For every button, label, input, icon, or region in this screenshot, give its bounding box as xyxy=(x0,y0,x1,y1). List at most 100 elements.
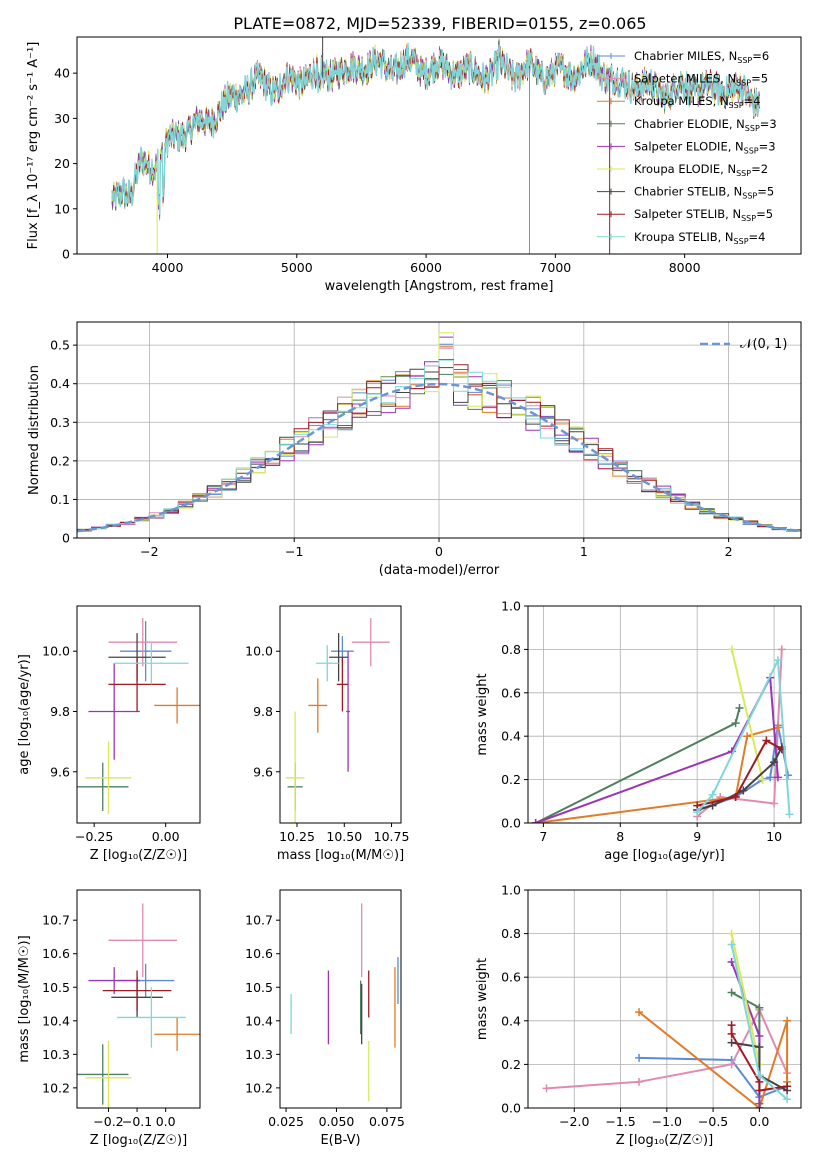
weight-line-cMILES xyxy=(639,1056,788,1099)
legend-count: =5 xyxy=(751,72,768,86)
legend-entry: Kroupa STELIB, NSSP=4 xyxy=(597,230,765,246)
y-tick-label: 10.2 xyxy=(42,1080,70,1095)
weight-marker xyxy=(708,790,717,799)
x-tick-label: 0.025 xyxy=(268,1114,304,1129)
weight-line-kSTELIB xyxy=(696,656,791,815)
x-tick-label: 10.75 xyxy=(374,829,410,844)
y-axis-label: mass weight xyxy=(475,958,490,1040)
legend-entry: Kroupa ELODIE, NSSP=2 xyxy=(597,162,768,178)
errorbar-sSTELIB xyxy=(102,970,172,1011)
y-tick-label: 10.7 xyxy=(42,913,70,928)
legend-count: =3 xyxy=(760,117,777,131)
y-tick-label: 10.6 xyxy=(42,946,70,961)
weight-marker xyxy=(755,1086,764,1095)
y-tick-label: 10.0 xyxy=(245,644,273,659)
x-tick-label: −0.1 xyxy=(122,1114,152,1129)
y-tick-label: 40 xyxy=(54,66,70,81)
x-tick-label: 6000 xyxy=(410,260,442,275)
weight-line-kMILES xyxy=(638,1011,789,1108)
axes-frame xyxy=(527,605,802,824)
x-tick-label: 2 xyxy=(725,544,733,559)
y-tick-label: 0.6 xyxy=(501,970,521,985)
errorbar-kSTELIB xyxy=(315,645,339,682)
x-axis-label: age [log₁₀(age/yr)] xyxy=(604,848,725,863)
plot-area-mass_vs_ebv xyxy=(290,903,399,1102)
y-tick-label: 9.6 xyxy=(253,764,273,779)
y-axis-label: mass [log₁₀(M/M☉)] xyxy=(17,935,32,1062)
legend-name: Salpeter MILES, N xyxy=(634,72,736,86)
y-tick-label: 10.7 xyxy=(245,913,273,928)
y-tick-label: 0.0 xyxy=(501,1101,521,1116)
y-axis-label: Flux [f_λ 10⁻¹⁷ erg cm⁻² s⁻¹ A⁻¹] xyxy=(26,42,41,250)
legend-subscript: SSP xyxy=(737,56,752,65)
x-axis-label: Z [log₁₀(Z/Z☉)] xyxy=(616,1133,713,1148)
weight-marker xyxy=(770,758,779,767)
x-tick-label: −2.0 xyxy=(559,1114,589,1129)
errorbar-sMILES xyxy=(108,618,178,667)
errorbar-sMILES xyxy=(108,903,178,978)
legend-name: Chabrier STELIB, N xyxy=(634,185,742,199)
x-tick-label: −0.25 xyxy=(75,829,113,844)
x-tick-label: 0.0 xyxy=(156,1114,176,1129)
panel-weight_vs_age: 7 8 9 10 0.0 0.2 0.4 0.6 0.8 1.0 age [log₁₀(age/yr… xyxy=(475,599,802,863)
panel-age_vs_mass: 10.25 10.50 10.75 9.6 9.8 10.0 mass [log₁₀(M/M… xyxy=(245,605,410,863)
figure-title: PLATE=0872, MJD=52339, FIBERID=0155, z=0… xyxy=(233,14,646,33)
legend-name: Kroupa STELIB, N xyxy=(634,230,734,244)
y-tick-label: 30 xyxy=(54,111,70,126)
x-tick-label: −0.2 xyxy=(93,1114,123,1129)
weight-line-kELODIE xyxy=(730,933,761,1065)
legend-entry: Salpeter STELIB, NSSP=5 xyxy=(597,207,773,223)
legend-label: Salpeter MILES, NSSP=5 xyxy=(634,72,768,88)
plot-area-residuals xyxy=(77,332,801,534)
legend-label: 𝒩(0, 1) xyxy=(740,337,787,352)
legend-entry: Chabrier STELIB, NSSP=5 xyxy=(597,185,774,201)
legend-name: Kroupa MILES, N xyxy=(634,94,729,108)
axes-frame xyxy=(279,605,402,824)
legend-count: =4 xyxy=(744,94,761,108)
weight-marker xyxy=(727,1038,736,1047)
x-tick-label: 1 xyxy=(580,544,588,559)
x-axis-label: Z [log₁₀(Z/Z☉)] xyxy=(90,848,187,863)
weight-marker xyxy=(735,703,744,712)
errorbar-sELODIE xyxy=(346,651,350,772)
axes-frame xyxy=(527,889,802,1109)
legend-entry: Chabrier MILES, NSSP=6 xyxy=(597,49,769,65)
weight-marker xyxy=(755,1003,764,1012)
y-tick-label: 0.4 xyxy=(501,729,521,744)
x-tick-label: 5000 xyxy=(281,260,313,275)
legend-subscript: SSP xyxy=(736,169,751,178)
errorbar-kMILES xyxy=(154,687,200,724)
axes-frame xyxy=(76,36,802,255)
legend-count: =5 xyxy=(757,185,774,199)
weight-marker xyxy=(770,799,779,808)
weight-marker xyxy=(783,1016,792,1025)
weight-marker xyxy=(766,773,775,782)
x-tick-label: 9 xyxy=(693,829,701,844)
weight-marker xyxy=(727,929,736,938)
legend-name: Chabrier MILES, N xyxy=(634,49,737,63)
x-tick-label: −2 xyxy=(140,544,158,559)
weight-marker xyxy=(758,775,767,784)
x-tick-label: −1.5 xyxy=(605,1114,635,1129)
x-axis-label: Z [log₁₀(Z/Z☉)] xyxy=(90,1133,187,1148)
x-tick-label: −1.0 xyxy=(652,1114,682,1129)
legend-subscript: SSP xyxy=(745,124,760,133)
panel-mass_vs_Z: −0.2−0.1 0.0 10.2 10.3 10.4 10.5 10.6 10.7 Z [lo… xyxy=(17,889,201,1148)
y-tick-label: 9.6 xyxy=(50,764,70,779)
errorbar-sELODIE xyxy=(88,967,140,994)
weight-marker xyxy=(783,1095,792,1104)
plot-area-weight_vs_age xyxy=(531,645,794,823)
plot-area-spectrum xyxy=(111,37,761,254)
y-axis-label: Normed distribution xyxy=(27,365,42,495)
y-tick-label: 0.5 xyxy=(50,338,70,353)
weight-marker xyxy=(777,645,786,654)
x-tick-label: 10.25 xyxy=(279,829,315,844)
weight-marker xyxy=(727,988,736,997)
y-tick-label: 10.0 xyxy=(42,644,70,659)
x-tick-label: 8000 xyxy=(669,260,701,275)
weight-marker xyxy=(727,1060,736,1069)
weight-marker xyxy=(785,810,794,819)
y-tick-label: 10.6 xyxy=(245,946,273,961)
y-tick-label: 9.8 xyxy=(50,704,70,719)
legend-label: Kroupa STELIB, NSSP=4 xyxy=(634,230,765,246)
